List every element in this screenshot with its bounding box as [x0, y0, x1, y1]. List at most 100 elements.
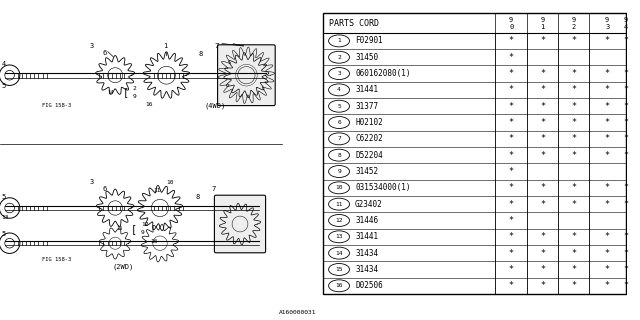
- Text: 3: 3: [90, 44, 94, 49]
- Text: *: *: [509, 134, 514, 143]
- Text: *: *: [540, 118, 545, 127]
- Text: *: *: [509, 183, 514, 192]
- Text: *: *: [623, 69, 628, 78]
- Text: 2: 2: [133, 85, 136, 91]
- Text: 9: 9: [605, 17, 609, 23]
- Text: *: *: [623, 36, 628, 45]
- Text: 9: 9: [623, 17, 628, 23]
- Text: *: *: [605, 281, 610, 290]
- Text: *: *: [623, 281, 628, 290]
- Text: *: *: [540, 200, 545, 209]
- Text: 31377: 31377: [355, 102, 378, 111]
- Text: 5: 5: [337, 104, 341, 109]
- Text: 9: 9: [133, 93, 136, 99]
- FancyBboxPatch shape: [218, 45, 275, 106]
- Text: 31441: 31441: [355, 85, 378, 94]
- Text: *: *: [623, 200, 628, 209]
- Text: *: *: [571, 183, 576, 192]
- Text: *: *: [623, 151, 628, 160]
- Text: *: *: [509, 281, 514, 290]
- Text: (4WD): (4WD): [205, 102, 226, 109]
- Text: *: *: [571, 249, 576, 258]
- Text: 12: 12: [141, 222, 148, 227]
- Text: *: *: [571, 265, 576, 274]
- Text: 31450: 31450: [355, 53, 378, 62]
- Text: 14: 14: [335, 251, 343, 256]
- Text: F02901: F02901: [355, 36, 383, 45]
- Text: FIG 158-3: FIG 158-3: [42, 257, 71, 262]
- Text: PARTS CORD: PARTS CORD: [329, 19, 380, 28]
- Text: D52204: D52204: [355, 151, 383, 160]
- Text: 5: 5: [2, 84, 6, 89]
- Text: 12: 12: [335, 218, 343, 223]
- Text: 9: 9: [509, 17, 513, 23]
- Text: *: *: [605, 36, 610, 45]
- Text: *: *: [605, 232, 610, 241]
- Text: 060162080(1): 060162080(1): [355, 69, 410, 78]
- Text: *: *: [540, 134, 545, 143]
- Text: 1: 1: [337, 38, 341, 44]
- Text: 15: 15: [335, 267, 343, 272]
- Text: D02506: D02506: [355, 281, 383, 290]
- Text: 31434: 31434: [355, 265, 378, 274]
- Text: *: *: [623, 265, 628, 274]
- Text: H02102: H02102: [355, 118, 383, 127]
- Text: *: *: [509, 118, 514, 127]
- Text: *: *: [605, 85, 610, 94]
- Text: (2WD): (2WD): [112, 264, 133, 270]
- Text: 8: 8: [337, 153, 341, 158]
- Text: *: *: [605, 183, 610, 192]
- Text: 4: 4: [337, 87, 341, 92]
- Text: *: *: [605, 265, 610, 274]
- Text: *: *: [540, 265, 545, 274]
- Text: 5: 5: [2, 231, 6, 236]
- Text: 7: 7: [214, 44, 219, 49]
- Text: *: *: [571, 69, 576, 78]
- Text: *: *: [605, 69, 610, 78]
- Text: *: *: [509, 53, 514, 62]
- Text: *: *: [509, 151, 514, 160]
- Text: *: *: [540, 232, 545, 241]
- Text: 16: 16: [150, 239, 158, 244]
- Text: 13: 13: [335, 234, 343, 239]
- Text: *: *: [571, 102, 576, 111]
- Text: *: *: [605, 200, 610, 209]
- Text: 1: 1: [541, 24, 545, 30]
- Text: *: *: [540, 69, 545, 78]
- Text: *: *: [571, 134, 576, 143]
- Text: *: *: [623, 232, 628, 241]
- Text: *: *: [509, 216, 514, 225]
- Text: *: *: [540, 249, 545, 258]
- Text: 11: 11: [335, 202, 343, 207]
- Text: *: *: [540, 36, 545, 45]
- Text: FIG 158-3: FIG 158-3: [42, 103, 71, 108]
- Text: *: *: [623, 134, 628, 143]
- Text: *: *: [509, 200, 514, 209]
- Text: 8: 8: [195, 194, 200, 200]
- Text: 4: 4: [2, 61, 6, 67]
- Text: 31452: 31452: [355, 167, 378, 176]
- Text: 031534000(1): 031534000(1): [355, 183, 410, 192]
- Text: G23402: G23402: [355, 200, 383, 209]
- Text: *: *: [571, 151, 576, 160]
- Text: *: *: [540, 281, 545, 290]
- Text: *: *: [540, 85, 545, 94]
- Text: 16: 16: [146, 101, 153, 107]
- Text: [: [: [131, 224, 137, 234]
- Text: 0: 0: [509, 24, 513, 30]
- Text: 8: 8: [198, 52, 203, 57]
- Text: 16: 16: [335, 283, 343, 288]
- Text: [: [: [123, 87, 129, 97]
- Text: *: *: [605, 134, 610, 143]
- Text: C62202: C62202: [355, 134, 383, 143]
- Text: *: *: [509, 232, 514, 241]
- Text: *: *: [540, 183, 545, 192]
- Text: 14: 14: [107, 90, 114, 95]
- Text: 6: 6: [337, 120, 341, 125]
- Text: *: *: [509, 167, 514, 176]
- Text: 6: 6: [102, 186, 107, 192]
- Text: 31441: 31441: [355, 232, 378, 241]
- Text: 7: 7: [337, 136, 341, 141]
- Text: *: *: [605, 118, 610, 127]
- Text: 10: 10: [166, 180, 174, 185]
